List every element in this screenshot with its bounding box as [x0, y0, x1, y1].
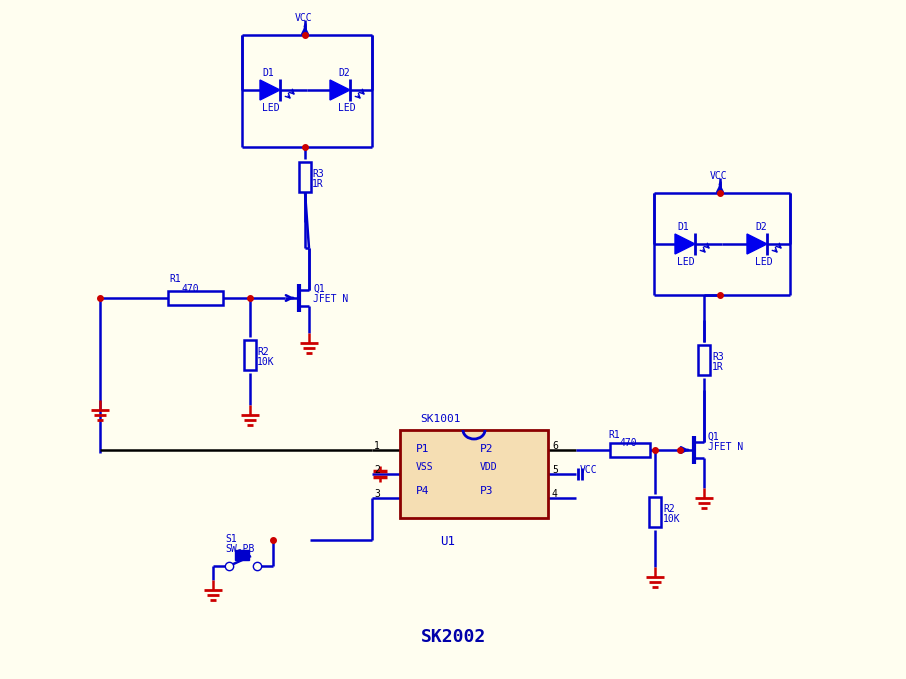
Bar	[610, 443, 650, 457]
Polygon shape	[675, 234, 695, 254]
Text: 4: 4	[552, 489, 558, 499]
Text: R1: R1	[608, 430, 620, 440]
Text: LED: LED	[338, 103, 356, 113]
Text: SK1001: SK1001	[420, 414, 460, 424]
Text: R3: R3	[712, 352, 724, 362]
Text: VCC: VCC	[295, 13, 313, 23]
Text: 5: 5	[552, 465, 558, 475]
Text: 2: 2	[374, 465, 380, 475]
Text: SW-PB: SW-PB	[225, 544, 255, 554]
Text: S1: S1	[225, 534, 236, 544]
Text: 470: 470	[620, 438, 638, 448]
Text: 10K: 10K	[663, 514, 680, 524]
Text: D1: D1	[262, 68, 274, 78]
Text: P2: P2	[480, 444, 494, 454]
Text: D2: D2	[755, 222, 766, 232]
Text: 1R: 1R	[712, 362, 724, 372]
Text: VDD: VDD	[480, 462, 497, 472]
Text: P1: P1	[416, 444, 429, 454]
Polygon shape	[747, 234, 767, 254]
Text: Q1: Q1	[313, 284, 324, 294]
Text: D1: D1	[677, 222, 689, 232]
Bar	[400, 430, 548, 518]
Bar	[235, 550, 249, 560]
Text: 6: 6	[552, 441, 558, 451]
Text: R2: R2	[257, 347, 269, 357]
Text: JFET N: JFET N	[708, 442, 743, 452]
Text: VCC: VCC	[580, 465, 598, 475]
Text: VSS: VSS	[416, 462, 434, 472]
Bar	[649, 497, 661, 527]
Bar	[698, 345, 710, 375]
Bar	[299, 162, 311, 192]
Text: JFET N: JFET N	[313, 294, 348, 304]
Text: P4: P4	[416, 486, 429, 496]
Text: SK2002: SK2002	[420, 628, 486, 646]
Text: Q1: Q1	[708, 432, 719, 442]
Text: D2: D2	[338, 68, 350, 78]
Text: 1: 1	[374, 441, 380, 451]
Text: LED: LED	[677, 257, 695, 267]
Text: 470: 470	[181, 284, 198, 294]
Bar	[244, 340, 256, 370]
Text: VCC: VCC	[710, 171, 728, 181]
Polygon shape	[330, 80, 350, 100]
Text: R2: R2	[663, 504, 675, 514]
Text: U1: U1	[440, 535, 455, 548]
Text: 3: 3	[374, 489, 380, 499]
Text: R3: R3	[312, 169, 323, 179]
Text: LED: LED	[262, 103, 280, 113]
Text: 1R: 1R	[312, 179, 323, 189]
Bar	[168, 291, 223, 305]
Text: R1: R1	[169, 274, 181, 284]
Text: 10K: 10K	[257, 357, 275, 367]
Text: LED: LED	[755, 257, 773, 267]
Polygon shape	[260, 80, 280, 100]
Text: P3: P3	[480, 486, 494, 496]
